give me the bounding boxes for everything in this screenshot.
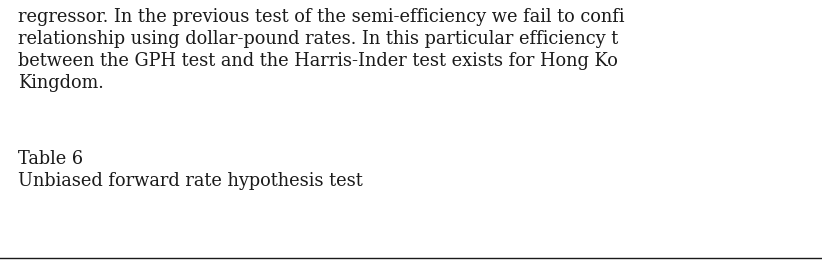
Text: Kingdom.: Kingdom. bbox=[18, 74, 104, 92]
Text: Table 6: Table 6 bbox=[18, 150, 83, 168]
Text: Unbiased forward rate hypothesis test: Unbiased forward rate hypothesis test bbox=[18, 172, 363, 190]
Text: regressor. In the previous test of the semi-efficiency we fail to confi: regressor. In the previous test of the s… bbox=[18, 8, 625, 26]
Text: relationship using dollar-pound rates. In this particular efficiency t: relationship using dollar-pound rates. I… bbox=[18, 30, 618, 48]
Text: between the GPH test and the Harris-Inder test exists for Hong Ko: between the GPH test and the Harris-Inde… bbox=[18, 52, 618, 70]
